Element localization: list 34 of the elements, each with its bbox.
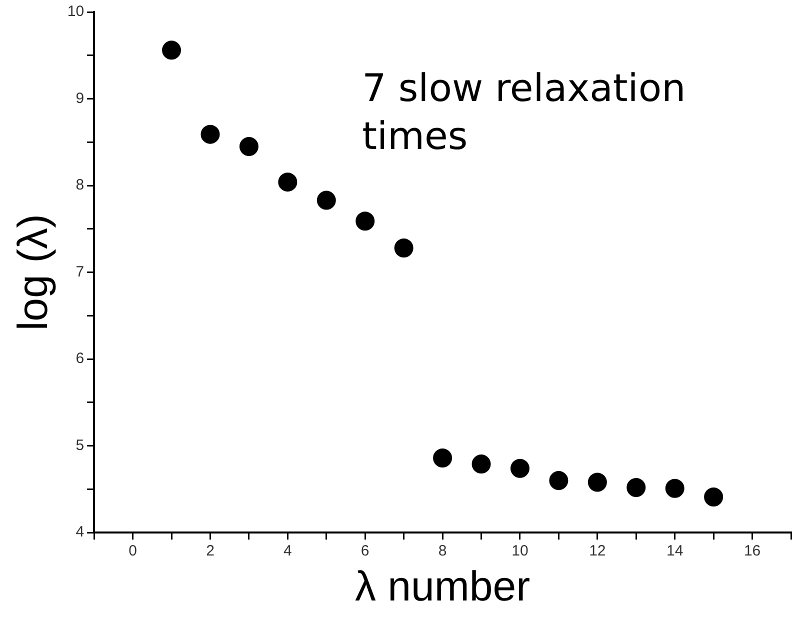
x-axis-title: λ number xyxy=(355,562,530,610)
y-tick-label: 10 xyxy=(67,3,84,20)
point xyxy=(278,172,298,192)
point xyxy=(665,478,684,498)
point xyxy=(433,448,452,468)
y-tick-label: 6 xyxy=(76,350,84,368)
x-tick-label: 16 xyxy=(744,542,761,560)
point xyxy=(510,458,530,478)
x-tick-label: 14 xyxy=(666,542,684,560)
x-tick-label: 8 xyxy=(438,542,447,560)
point xyxy=(626,478,646,497)
y-tick-label: 5 xyxy=(76,436,84,454)
x-tick-label: 0 xyxy=(128,542,137,560)
x-tick-label: 2 xyxy=(206,542,214,560)
point xyxy=(316,190,336,210)
point xyxy=(549,471,568,490)
point xyxy=(200,124,220,144)
y-tick-label: 8 xyxy=(76,176,84,194)
point xyxy=(588,472,607,492)
x-tick-label: 12 xyxy=(589,542,606,560)
y-axis-title: log (λ) xyxy=(8,214,56,331)
y-tick-label: 4 xyxy=(76,524,84,541)
point xyxy=(239,136,258,156)
point xyxy=(472,454,491,474)
x-tick-label: 10 xyxy=(512,542,528,560)
x-tick-label: 6 xyxy=(360,542,370,560)
point xyxy=(356,212,375,231)
y-tick-label: 9 xyxy=(76,90,84,107)
point xyxy=(162,40,182,60)
x-tick-label: 4 xyxy=(284,542,292,560)
point xyxy=(394,238,414,258)
annotation: 7 slow relaxation times xyxy=(362,66,686,158)
y-tick-label: 7 xyxy=(76,263,84,280)
point xyxy=(704,488,724,507)
